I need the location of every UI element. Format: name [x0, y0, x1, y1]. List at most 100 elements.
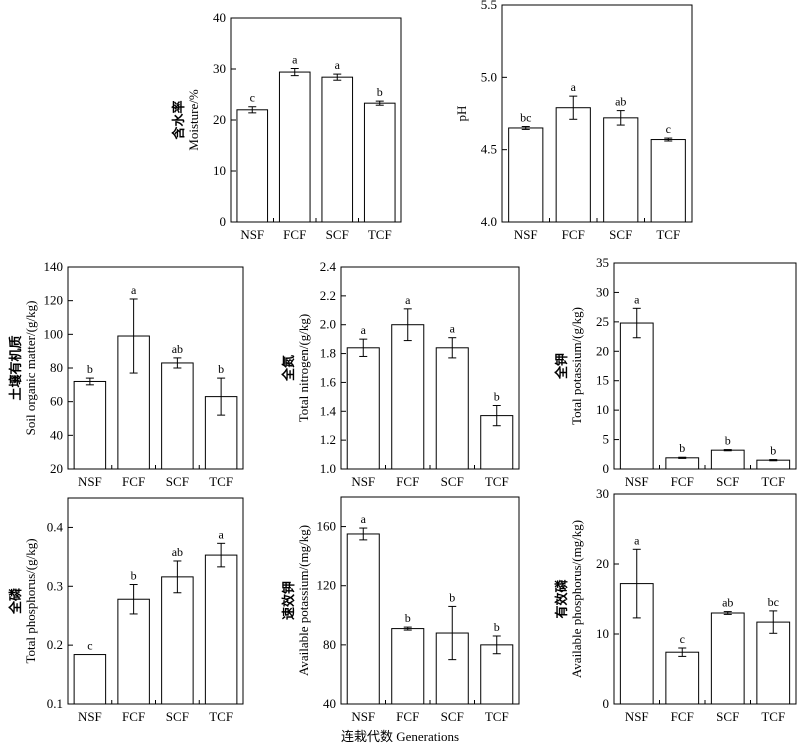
x-tick-label: TCF [485, 474, 509, 489]
significance-letter: ab [722, 596, 733, 610]
panel-tp: c NSF b FCF ab SCF a TCF 0.1 0.2 0.3 0.4 全磷Total pho… [8, 497, 244, 724]
bar-nsf [236, 109, 269, 223]
significance-letter: c [250, 91, 255, 105]
y-tick-label: 20 [213, 112, 226, 127]
bar-nsf [73, 380, 107, 470]
significance-letter: b [377, 85, 383, 99]
significance-letter: ab [172, 342, 183, 356]
x-tick-label: NSF [78, 474, 102, 489]
error-bar [375, 100, 384, 106]
significance-letter: c [87, 639, 92, 653]
error-bar [632, 548, 641, 619]
y-axis-label: 有效磷Available phosphorus/(mg/kg) [554, 520, 584, 678]
bar-nsf [346, 347, 380, 470]
global-x-axis-label: 连栽代数 Generations [340, 729, 460, 744]
y-tick-label: 80 [323, 637, 336, 652]
y-tick-label: 80 [50, 360, 63, 375]
error-bar [290, 67, 299, 77]
bar-fcf [391, 628, 425, 705]
significance-letter: b [679, 441, 685, 455]
y-tick-label: 0.4 [47, 519, 64, 534]
significance-letter: a [335, 58, 341, 72]
y-tick-label: 120 [44, 293, 64, 308]
x-tick-label: FCF [671, 474, 694, 489]
error-bar [173, 357, 182, 369]
error-bar [521, 126, 530, 130]
y-tick-label: 4.5 [481, 142, 497, 157]
y-tick-label: 1.6 [320, 374, 337, 389]
x-tick-label: SCF [441, 709, 464, 724]
bar-scf [161, 362, 194, 470]
y-axis-label-cn: 含水率 [171, 100, 186, 140]
significance-letter: bc [520, 111, 531, 125]
bar-fcf [665, 651, 700, 705]
bar-scf [321, 76, 354, 223]
y-tick-label: 1.8 [320, 346, 336, 361]
error-bar [333, 73, 342, 81]
significance-letter: a [634, 292, 640, 306]
bar-scf [710, 449, 745, 470]
x-tick-label: SCF [326, 227, 349, 242]
y-tick-label: 5.5 [481, 0, 497, 12]
y-axis-label-en: pH [454, 106, 469, 122]
y-tick-label: 0.3 [47, 578, 63, 593]
significance-letter: a [131, 283, 137, 297]
panel-tk: a NSF b FCF b SCF b TCF 0 5 10 15 20 25 30 35 全钾Total po… [554, 255, 797, 489]
bar-nsf [73, 654, 107, 705]
significance-letter: a [361, 512, 367, 526]
error-bar [359, 527, 368, 541]
error-bar [129, 584, 138, 615]
error-bar [678, 647, 687, 657]
significance-letter: a [292, 52, 298, 66]
panel-moisture: c NSF a FCF a SCF b TCF 0 10 20 30 40 含水率Moisture/% [171, 10, 402, 242]
bar-fcf [391, 324, 425, 470]
x-tick-label: NSF [625, 709, 649, 724]
y-tick-label: 30 [596, 486, 609, 501]
x-tick-label: FCF [122, 709, 145, 724]
y-axis-label-en: Total potassium/(g/kg) [569, 307, 584, 425]
y-axis-label-cn: 全磷 [8, 587, 23, 615]
panel-ph: bc NSF a FCF ab SCF c TCF 4.0 4.5 5.0 5.5 pH [454, 0, 693, 242]
x-tick-label: NSF [78, 709, 102, 724]
y-tick-label: 10 [213, 163, 226, 178]
y-tick-label: 60 [50, 394, 63, 409]
bar-tcf [756, 621, 791, 705]
error-bar [664, 137, 673, 142]
x-tick-label: SCF [716, 709, 739, 724]
bar-nsf [619, 322, 654, 470]
x-tick-label: FCF [396, 474, 419, 489]
error-bar [403, 308, 412, 342]
x-tick-label: NSF [514, 227, 538, 242]
y-axis-label: 速效钾Available potassium/(mg/kg) [281, 525, 311, 676]
y-axis-label: 全磷Total phosphorus/(g/kg) [8, 538, 38, 663]
x-tick-label: FCF [283, 227, 306, 242]
y-tick-label: 40 [323, 696, 336, 711]
significance-letter: a [634, 533, 640, 547]
error-bar [217, 542, 226, 568]
error-bar [403, 626, 412, 631]
bar-fcf [117, 598, 150, 705]
error-bar [678, 456, 687, 459]
y-tick-label: 40 [50, 427, 63, 442]
y-axis-label-en: Available potassium/(mg/kg) [296, 525, 311, 676]
error-bar [173, 560, 182, 594]
error-bar [448, 605, 457, 661]
error-bar [769, 610, 778, 634]
x-tick-label: TCF [368, 227, 392, 242]
y-tick-label: 0.2 [47, 637, 63, 652]
y-axis-label-en: Moisture/% [186, 89, 201, 151]
error-bar [217, 377, 226, 416]
bar-fcf [555, 107, 591, 223]
y-tick-label: 20 [596, 556, 609, 571]
x-tick-label: SCF [166, 474, 189, 489]
error-bar [569, 95, 578, 120]
y-tick-label: 30 [213, 61, 226, 76]
panel-ap: a NSF c FCF ab SCF bc TCF 0 10 20 30 有效磷Available ph… [554, 486, 797, 724]
bar-scf [603, 117, 639, 223]
y-axis-label: 含水率Moisture/% [171, 89, 201, 151]
y-tick-label: 0 [603, 461, 610, 476]
error-bar [769, 459, 778, 462]
error-bar [359, 338, 368, 357]
y-axis-label-en: Total nitrogen/(g/kg) [296, 314, 311, 422]
y-tick-label: 5 [603, 432, 610, 447]
